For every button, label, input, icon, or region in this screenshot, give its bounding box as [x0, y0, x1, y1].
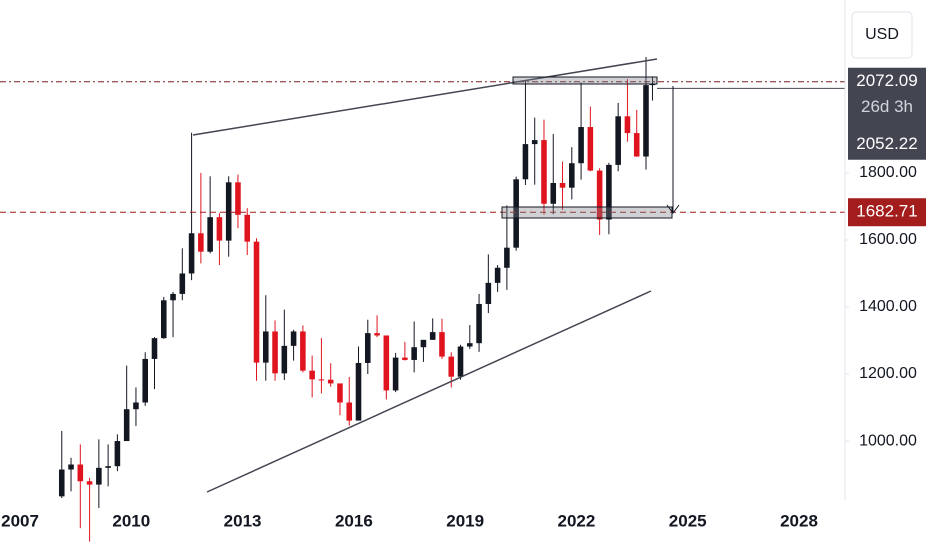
candle-body [179, 273, 186, 294]
candle-body [606, 164, 612, 220]
candle-body [439, 332, 445, 357]
candle-body [587, 127, 594, 171]
x-tick-label: 2010 [112, 511, 150, 530]
candle-body [262, 331, 269, 363]
x-tick-label: 2022 [558, 511, 596, 530]
y-tick-label: 1400.00 [859, 298, 917, 315]
level-price-label: 1682.71 [856, 202, 917, 221]
trend-line [206, 290, 652, 493]
candle-body [198, 233, 204, 252]
candle-body [151, 338, 158, 359]
candle-body [86, 481, 93, 485]
candle-body [578, 127, 584, 164]
candle-body [467, 343, 473, 347]
candle-body [383, 335, 390, 391]
candle-body [327, 379, 334, 384]
candle-body [123, 409, 130, 442]
zone-box [512, 76, 658, 85]
level-price-box [848, 198, 926, 227]
candle-body [318, 379, 325, 381]
price-labels: 2072.09 26d 3h 2052.22 1682.71 [848, 67, 926, 227]
x-tick-label: 2007 [1, 511, 39, 530]
y-tick-label: 1200.00 [859, 365, 917, 382]
candle-body [105, 466, 111, 468]
last-price-box [848, 67, 926, 160]
candle-body [531, 140, 538, 145]
candle-body [77, 464, 84, 482]
candle-body [448, 356, 455, 377]
candle-body [346, 402, 353, 421]
x-tick-label: 2019 [446, 511, 484, 530]
candle-body [225, 182, 232, 241]
candle-body [216, 217, 223, 241]
candle-body [58, 469, 65, 497]
arrow-head [666, 204, 680, 214]
candle-body [541, 140, 547, 204]
trend-line [192, 58, 658, 136]
candle-body [253, 241, 260, 363]
x-tick-label: 2025 [669, 511, 707, 530]
candle-body [337, 383, 343, 403]
candle-body [309, 370, 315, 380]
candle-body [411, 347, 417, 360]
candle-body [188, 233, 195, 274]
zone-box [501, 206, 673, 219]
marker-price-label: 2052.22 [856, 134, 917, 153]
candle-body [513, 179, 519, 248]
last-price-label: 2072.09 [856, 71, 917, 90]
candle-body [596, 170, 603, 220]
candle-body [429, 332, 436, 340]
candle-body [643, 85, 649, 157]
y-tick-label: 1800.00 [859, 164, 917, 181]
candle-body [402, 357, 408, 360]
candle-body [235, 182, 241, 215]
x-tick-label: 2016 [335, 511, 373, 530]
candle-body [207, 217, 213, 252]
y-tick-label: 1000.00 [859, 432, 917, 449]
candle-body [244, 214, 251, 242]
x-tick-label: 2028 [780, 511, 818, 530]
plot-area [0, 56, 849, 542]
candle-body [633, 133, 640, 157]
candle-body [649, 84, 656, 86]
currency: USD [865, 26, 899, 43]
candle-body [559, 182, 566, 188]
candle-body [96, 467, 102, 485]
candle-body [485, 282, 492, 304]
x-tick-label: 2013 [224, 511, 262, 530]
candle-body [272, 331, 278, 374]
candle-body [624, 116, 631, 134]
countdown-label: 26d 3h [861, 97, 913, 116]
candle-body [300, 331, 306, 371]
candle-body [457, 346, 464, 377]
candle-body [355, 362, 362, 421]
candle-body [522, 144, 529, 180]
candle-body [170, 293, 176, 301]
currency-box [851, 11, 913, 59]
candle-body [392, 357, 399, 391]
candle-body [133, 402, 139, 410]
candle-body [142, 358, 149, 403]
y-tick-label: 1600.00 [859, 231, 917, 248]
candle-body [615, 116, 621, 165]
candle-body [290, 331, 297, 346]
candle-body [114, 441, 121, 467]
candle-body [476, 303, 482, 344]
candle-body [374, 333, 380, 336]
candle-body [504, 247, 510, 268]
candle-body [68, 464, 74, 470]
candle-body [494, 267, 501, 283]
candle-body [281, 345, 288, 374]
candle-body [569, 163, 575, 188]
candle-body [550, 182, 557, 204]
candle-body [420, 339, 427, 348]
candle-body [365, 333, 371, 363]
candle-body [160, 300, 167, 339]
